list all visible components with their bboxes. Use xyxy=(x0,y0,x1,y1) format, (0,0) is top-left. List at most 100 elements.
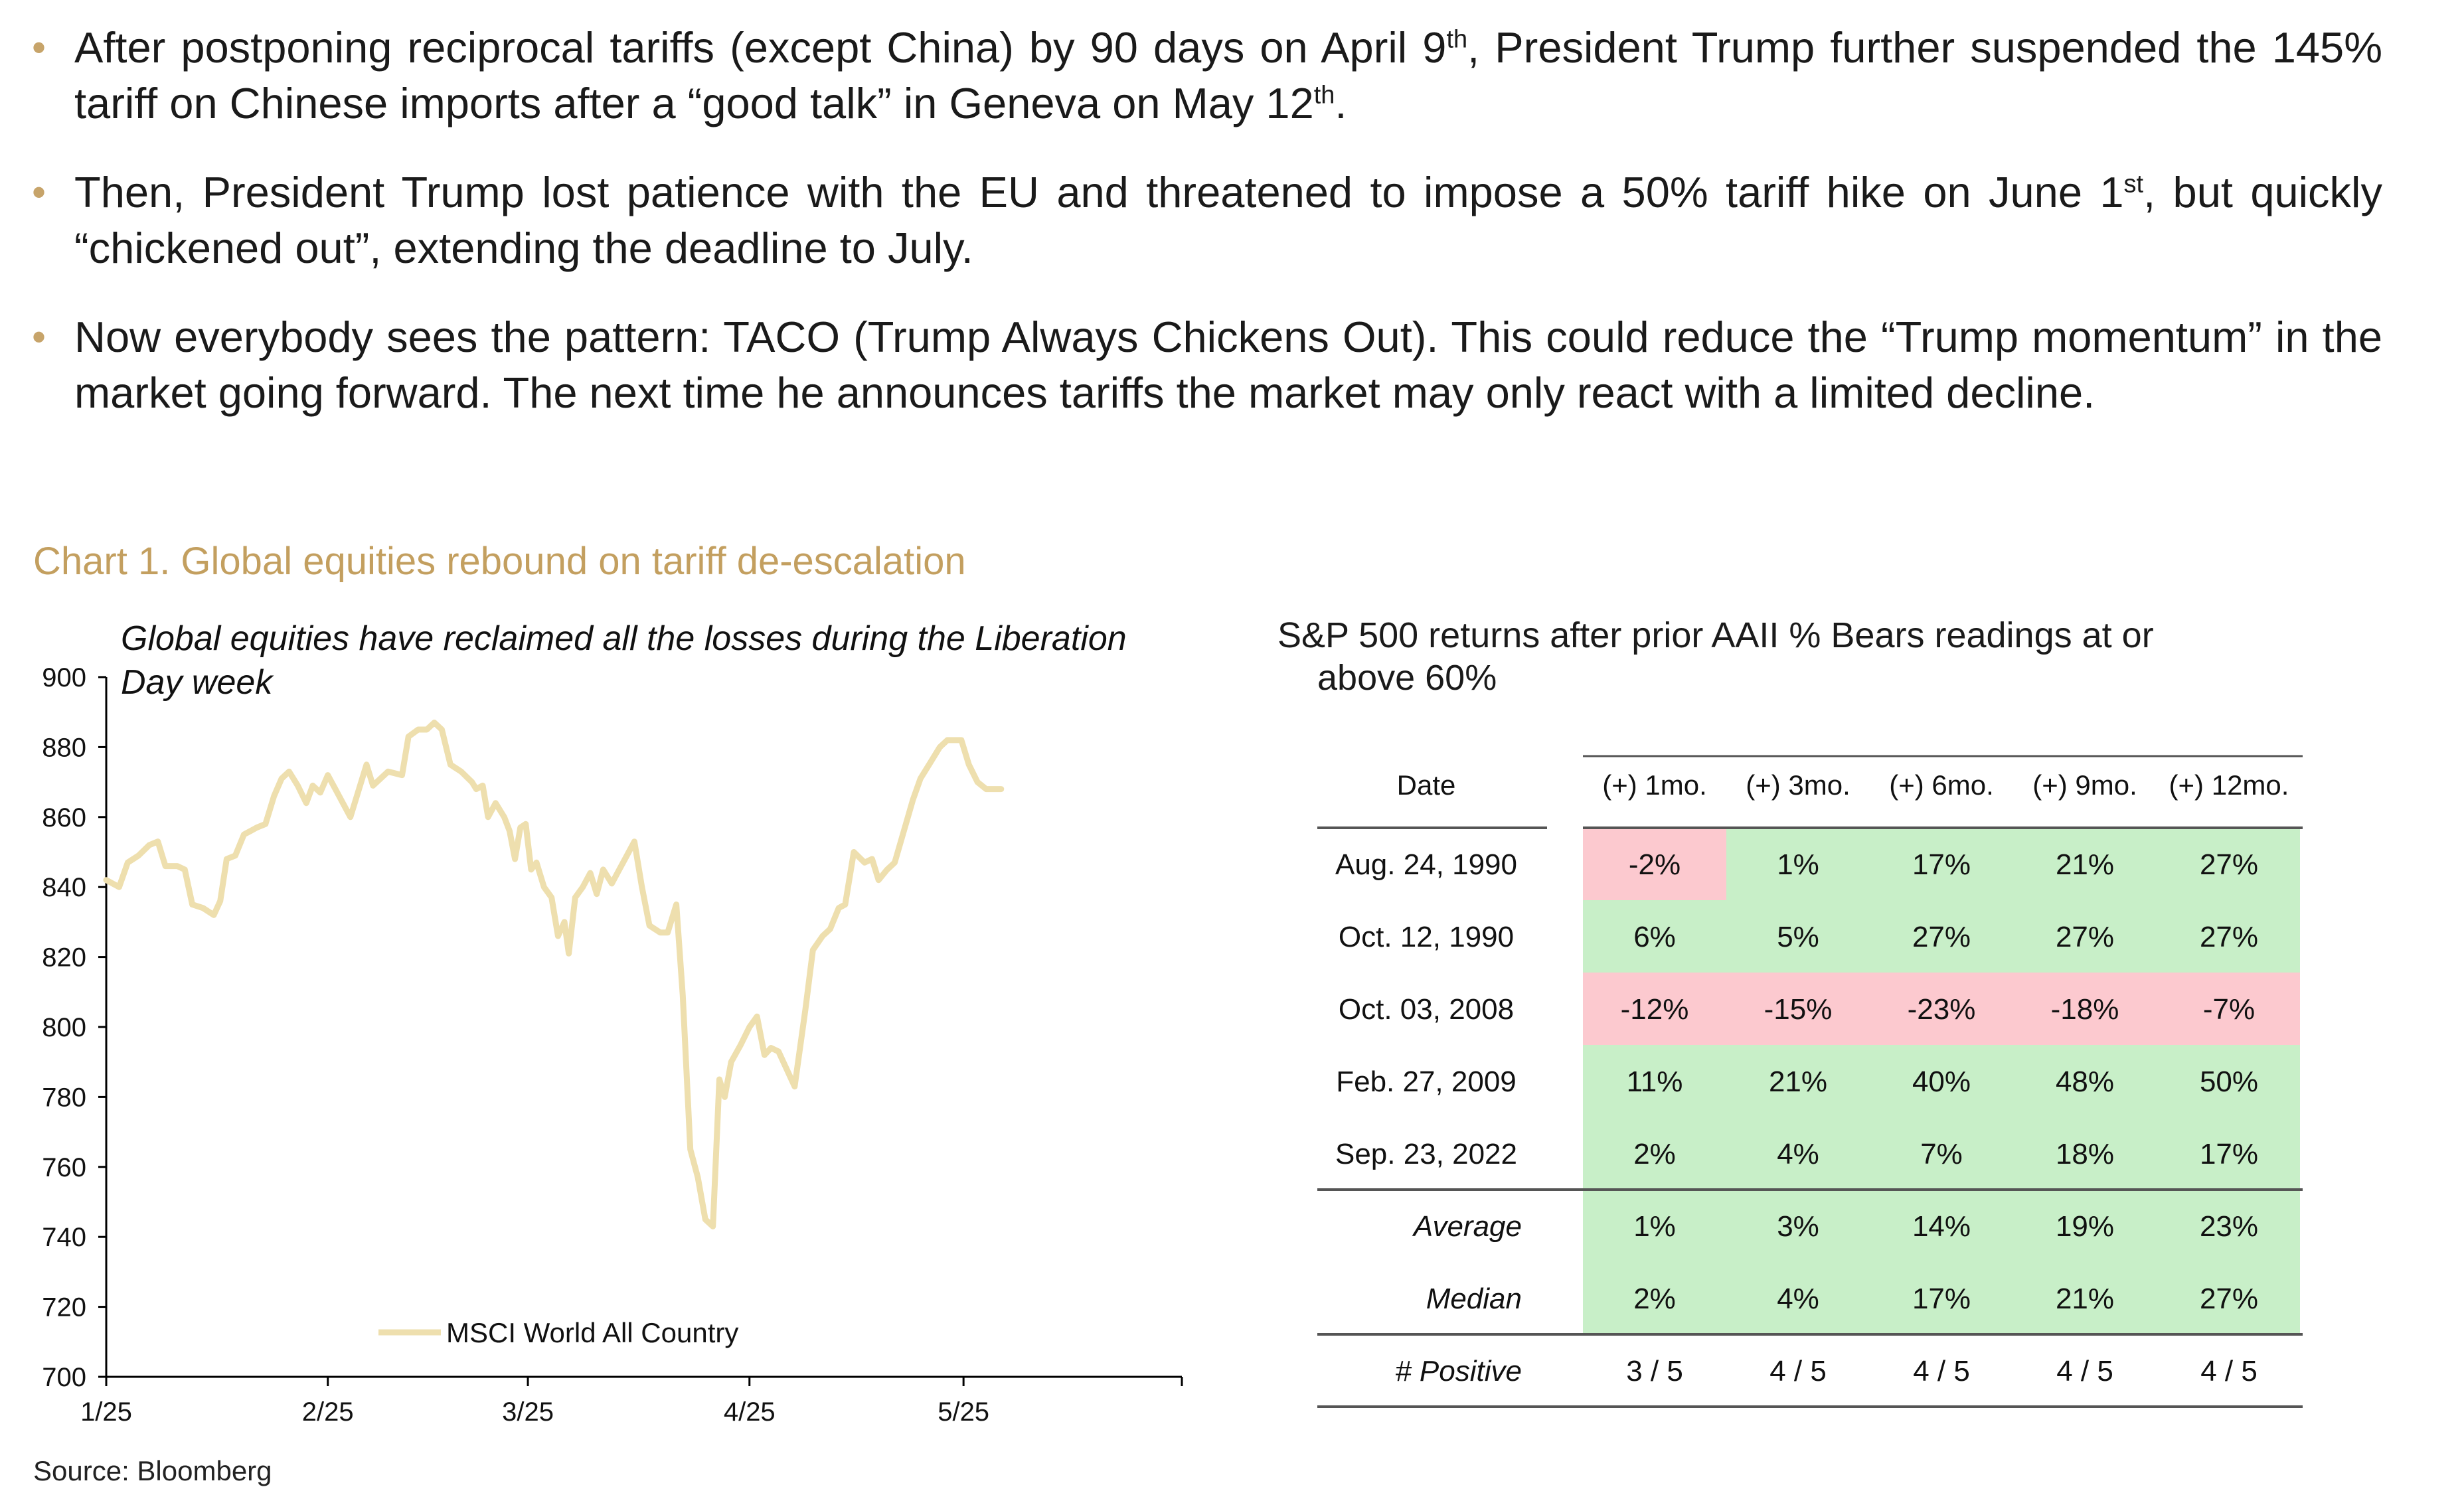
bullet-dot-icon: • xyxy=(32,170,46,214)
bullet-list: • After postponing reciprocal tariffs (e… xyxy=(32,20,2382,454)
table-header-cell: Date xyxy=(1397,769,1456,801)
table-cell-value: 23% xyxy=(2200,1210,2258,1243)
table-row-label: Oct. 12, 1990 xyxy=(1339,921,1514,953)
x-tick-label: 5/25 xyxy=(938,1397,989,1427)
table-title-line-2: above 60% xyxy=(1317,658,1497,698)
table-cell-fill xyxy=(2013,828,2157,900)
y-tick-label: 760 xyxy=(42,1153,86,1182)
table-cell-value: 21% xyxy=(2056,1283,2114,1315)
table-header-cell: (+) 1mo. xyxy=(1602,769,1707,801)
table-cell-fill xyxy=(1583,1117,1726,1190)
table-cell-value: 27% xyxy=(2056,921,2114,953)
bullet-dot-icon: • xyxy=(32,25,46,70)
table-cell-fill xyxy=(1870,1045,2013,1117)
table-cell-value: -12% xyxy=(1621,993,1689,1026)
table-cell-value: 27% xyxy=(2200,921,2258,953)
table-cell-value: 4% xyxy=(1777,1138,1819,1170)
table-cell-value: 19% xyxy=(2056,1210,2114,1243)
table-cell-fill xyxy=(1583,1190,1726,1262)
table-cell-value: -2% xyxy=(1629,848,1681,881)
table-cell-fill xyxy=(1726,828,1870,900)
bullet-1-text-a: After postponing reciprocal tariffs (exc… xyxy=(74,23,1447,72)
table-cell-value: 2% xyxy=(1633,1283,1676,1315)
table-cell-fill xyxy=(2157,1045,2300,1117)
table-cell-value: 11% xyxy=(1627,1065,1683,1098)
table-cell-fill xyxy=(2013,1045,2157,1117)
bullet-dot-icon: • xyxy=(32,315,46,359)
table-cell-fill xyxy=(1583,1262,1726,1334)
table-positive-value: 4 / 5 xyxy=(2200,1355,2258,1387)
table-cell-fill xyxy=(1726,1045,1870,1117)
table-cell-fill xyxy=(2157,1190,2300,1262)
table-cell-value: -18% xyxy=(2051,993,2119,1026)
table-cell-value: 7% xyxy=(1920,1138,1963,1170)
chart-annotation-line: Global equities have reclaimed all the l… xyxy=(121,619,1127,658)
y-tick-label: 800 xyxy=(42,1013,86,1042)
table-header-cell: (+) 6mo. xyxy=(1889,769,1994,801)
table-cell-fill xyxy=(2157,1262,2300,1334)
table-row-label: Oct. 03, 2008 xyxy=(1339,993,1514,1026)
table-cell-fill xyxy=(1870,828,2013,900)
table-cell-fill xyxy=(2013,1262,2157,1334)
table-row-label: Sep. 23, 2022 xyxy=(1335,1138,1517,1170)
bullet-1-sup-a: th xyxy=(1446,25,1468,54)
table-cell-value: 18% xyxy=(2056,1138,2114,1170)
table-cell-value: 4% xyxy=(1777,1283,1819,1315)
table-cell-fill xyxy=(1726,1117,1870,1190)
table-cell-fill xyxy=(1870,1262,2013,1334)
bullet-3: • Now everybody sees the pattern: TACO (… xyxy=(32,309,2382,421)
table-cell-fill xyxy=(1870,973,2013,1045)
bullet-2-sup-a: st xyxy=(2123,170,2144,198)
table-cell-fill xyxy=(2013,900,2157,973)
table-positive-value: 4 / 5 xyxy=(2056,1355,2113,1387)
table-cell-fill xyxy=(2013,1190,2157,1262)
table-cell-value: 48% xyxy=(2056,1065,2114,1098)
y-tick-label: 700 xyxy=(42,1363,86,1392)
bullet-2: • Then, President Trump lost patience wi… xyxy=(32,165,2382,276)
table-cell-fill xyxy=(1583,900,1726,973)
table-cell-value: -7% xyxy=(2203,993,2255,1026)
table-cell-value: 27% xyxy=(1912,921,1971,953)
table-cell-fill xyxy=(1726,900,1870,973)
chart-annotation-line: Day week xyxy=(121,663,274,702)
bullet-2-text-b: , but quickly “chickened out”, extending… xyxy=(74,168,2382,272)
y-tick-label: 820 xyxy=(42,943,86,973)
y-tick-label: 840 xyxy=(42,873,86,902)
table-cell-value: 6% xyxy=(1633,921,1676,953)
returns-table: Date (+) 1mo. (+) 3mo. (+) 6mo. (+) 9mo. (+) … xyxy=(1262,614,2390,1411)
bullet-1-text-b: , President Trump further suspended the … xyxy=(74,23,2382,127)
x-tick-label: 3/25 xyxy=(502,1397,554,1427)
table-cell-fill xyxy=(2157,1117,2300,1190)
table-cell-value: 40% xyxy=(1912,1065,1971,1098)
table-cell-fill xyxy=(2013,973,2157,1045)
table-cell-value: 1% xyxy=(1777,848,1819,881)
table-row-label: Feb. 27, 2009 xyxy=(1336,1065,1517,1098)
table-cell-fill xyxy=(2157,900,2300,973)
table-header-cell: (+) 12mo. xyxy=(2169,769,2289,801)
table-cell-value: 17% xyxy=(2200,1138,2258,1170)
chart-title: Chart 1. Global equities rebound on tari… xyxy=(33,540,966,583)
table-summary-label: Median xyxy=(1426,1283,1522,1315)
table-cell-fill xyxy=(1583,1045,1726,1117)
y-tick-label: 900 xyxy=(42,663,86,692)
table-positive-value: 3 / 5 xyxy=(1626,1355,1683,1387)
table-cell-value: -15% xyxy=(1764,993,1833,1026)
table-cell-fill xyxy=(1726,1190,1870,1262)
table-cell-fill xyxy=(2013,1117,2157,1190)
table-header-cell: (+) 3mo. xyxy=(1746,769,1850,801)
table-cell-fill xyxy=(1870,1117,2013,1190)
table-cell-value: 17% xyxy=(1912,1283,1971,1315)
y-tick-label: 740 xyxy=(42,1223,86,1252)
table-cell-value: 21% xyxy=(1769,1065,1827,1098)
line-chart: 700 720 740 760 780 800 820 840 860 880 900 1/25 2/2… xyxy=(42,619,1183,1427)
table-cell-value: 17% xyxy=(1912,848,1971,881)
legend-label: MSCI World All Country xyxy=(446,1317,738,1348)
bullet-3-text: Now everybody sees the pattern: TACO (Tr… xyxy=(74,313,2382,417)
y-tick-label: 860 xyxy=(42,803,86,832)
table-cell-value: 1% xyxy=(1633,1210,1676,1243)
table-cell-fill xyxy=(1870,900,2013,973)
table-cell-fill xyxy=(1726,1262,1870,1334)
source-note: Source: Bloomberg xyxy=(33,1455,272,1486)
x-tick-label: 1/25 xyxy=(80,1397,132,1427)
table-cell-value: 3% xyxy=(1777,1210,1819,1243)
